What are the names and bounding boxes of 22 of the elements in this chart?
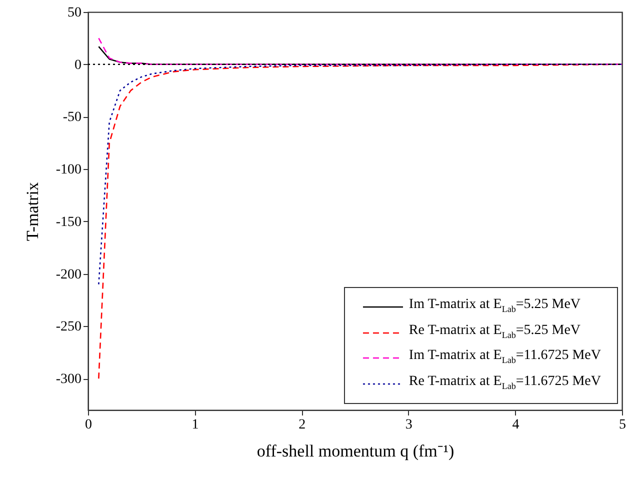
legend-label: Im T-matrix at E$_{Lab}$=5.25 MeV — [408, 296, 581, 316]
y-tick-label: -150 — [56, 214, 82, 230]
legend-label: Re T-matrix at E$_{Lab}$=11.6725 MeV — [408, 373, 601, 393]
y-tick-label: -200 — [56, 267, 82, 282]
y-tick-label: -300 — [56, 372, 82, 388]
x-axis-title: off-shell momentum q (fm⁻¹) — [256, 442, 454, 460]
x-tick-label: 5 — [619, 418, 626, 432]
y-axis-title: T-matrix — [22, 182, 42, 241]
legend-label: Re T-matrix at E$_{Lab}$=5.25 MeV — [408, 322, 581, 342]
x-tick-label: 4 — [512, 418, 520, 432]
legend-label: Im T-matrix at E$_{Lab}$=11.6725 MeV — [408, 347, 601, 368]
line-series — [98, 64, 622, 285]
y-tick-label: -100 — [56, 162, 82, 178]
y-tick-label: 50 — [68, 6, 82, 20]
x-tick-label: 1 — [192, 418, 199, 432]
x-tick-label: 3 — [405, 418, 412, 432]
y-tick-label: -250 — [56, 320, 82, 335]
y-tick-label: -50 — [62, 110, 82, 126]
x-tick-label: 0 — [85, 418, 92, 432]
line-series — [98, 38, 622, 66]
y-tick-label: 0 — [74, 58, 82, 73]
x-tick-label: 2 — [298, 418, 306, 432]
